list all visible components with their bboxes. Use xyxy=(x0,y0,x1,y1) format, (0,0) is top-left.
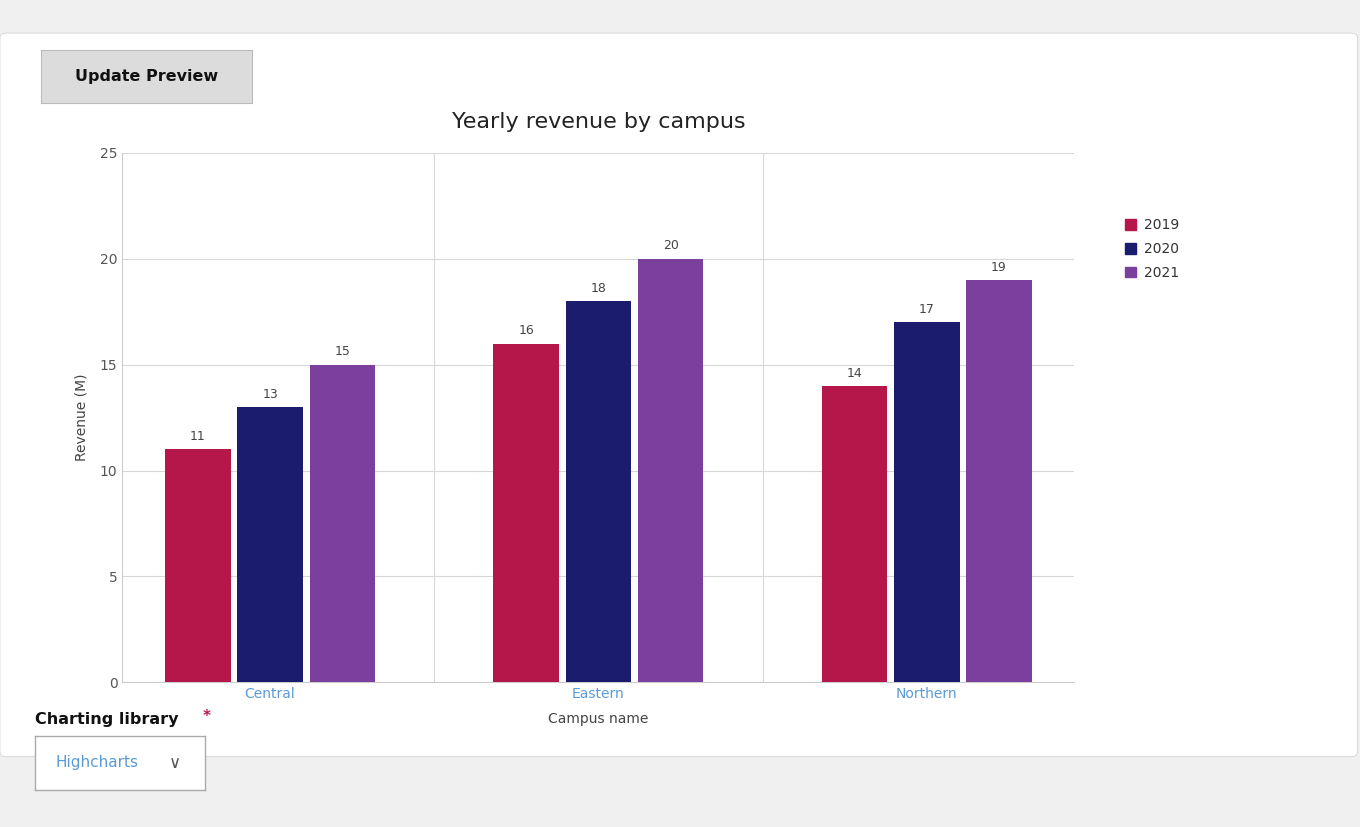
Y-axis label: Revenue (M): Revenue (M) xyxy=(75,374,88,461)
Bar xyxy=(821,386,887,682)
Text: 11: 11 xyxy=(190,430,205,443)
Text: 19: 19 xyxy=(991,261,1006,274)
Bar xyxy=(494,343,559,682)
Title: Yearly revenue by campus: Yearly revenue by campus xyxy=(452,112,745,132)
Text: ∨: ∨ xyxy=(169,754,181,772)
X-axis label: Campus name: Campus name xyxy=(548,712,649,726)
Bar xyxy=(310,365,375,682)
Text: Charting library: Charting library xyxy=(35,711,180,727)
Text: 20: 20 xyxy=(662,240,679,252)
Text: 14: 14 xyxy=(846,366,862,380)
Text: 16: 16 xyxy=(518,324,534,337)
Text: Update Preview: Update Preview xyxy=(75,69,218,84)
Legend: 2019, 2020, 2021: 2019, 2020, 2021 xyxy=(1119,213,1185,285)
Bar xyxy=(638,259,703,682)
Text: Highcharts: Highcharts xyxy=(56,755,139,771)
Text: 18: 18 xyxy=(590,282,607,295)
Text: 13: 13 xyxy=(262,388,277,401)
Text: *: * xyxy=(203,709,211,724)
Bar xyxy=(566,301,631,682)
Bar xyxy=(237,407,303,682)
Text: 17: 17 xyxy=(919,303,934,316)
Text: 15: 15 xyxy=(335,346,351,358)
Bar xyxy=(966,280,1032,682)
Bar xyxy=(165,449,231,682)
Bar xyxy=(894,323,960,682)
